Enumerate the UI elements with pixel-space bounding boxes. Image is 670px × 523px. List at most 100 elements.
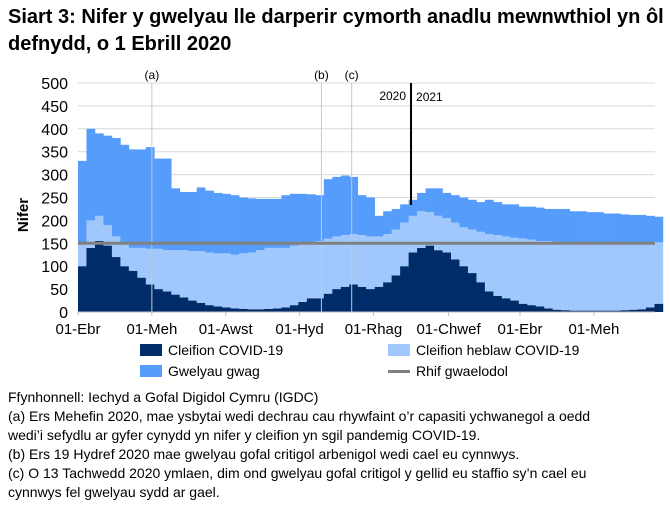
bar-empty <box>256 198 265 251</box>
bar-empty <box>442 192 452 219</box>
bar-covid <box>94 241 104 312</box>
note-c-line2: cynnwys fel gwelyau sydd ar gael. <box>8 484 220 500</box>
bar-empty <box>128 149 138 248</box>
bar-covid <box>603 310 613 312</box>
annotation-label: (a) <box>145 68 160 82</box>
bar-empty <box>213 192 223 254</box>
legend-swatch-covid <box>140 344 162 356</box>
bar-noncovid <box>544 241 554 309</box>
bar-empty <box>510 204 520 238</box>
bar-noncovid <box>78 243 87 267</box>
bar-empty <box>459 197 469 228</box>
bar-covid <box>366 289 375 312</box>
bar-empty <box>645 215 655 244</box>
bar-covid <box>501 298 511 312</box>
bar-empty <box>272 198 282 248</box>
bar-covid <box>128 270 138 312</box>
legend-baseline: Rhif gwaelodol <box>388 363 508 379</box>
y-tick-label: 50 <box>50 282 68 299</box>
bar-covid <box>442 252 452 312</box>
bar-empty <box>374 215 384 237</box>
bar-empty <box>239 197 248 254</box>
y-tick-label: 350 <box>41 145 68 162</box>
bar-noncovid <box>476 231 486 283</box>
bar-covid <box>408 252 418 312</box>
bar-empty <box>103 135 113 225</box>
bar-covid <box>629 309 638 312</box>
bar-empty <box>264 198 274 248</box>
bar-noncovid <box>527 239 537 306</box>
y-tick-label: 150 <box>41 236 68 253</box>
bar-noncovid <box>332 236 342 290</box>
bar-empty <box>298 193 308 245</box>
bar-covid <box>247 309 257 312</box>
bar-empty <box>306 194 316 244</box>
bar-empty <box>501 204 511 237</box>
bar-noncovid <box>629 243 638 310</box>
bar-covid <box>145 284 155 312</box>
bar-empty <box>222 193 231 254</box>
bar-noncovid <box>196 251 206 303</box>
bar-noncovid <box>222 253 231 308</box>
chart-title: Siart 3: Nifer y gwelyau lle darperir cy… <box>8 6 664 55</box>
bar-noncovid <box>450 222 460 260</box>
bar-empty <box>569 211 579 244</box>
bar-covid <box>383 282 392 312</box>
bar-empty <box>315 195 325 242</box>
bar-covid <box>569 310 579 312</box>
bar-empty <box>86 128 96 221</box>
source-note: Ffynhonnell: Iechyd a Gofal Digidol Cymr… <box>8 389 319 405</box>
bar-covid <box>527 305 537 312</box>
bar-noncovid <box>383 234 392 283</box>
year-label-2020: 2020 <box>379 89 406 103</box>
bar-covid <box>154 289 164 312</box>
bar-empty <box>391 208 401 230</box>
bar-empty <box>493 202 503 236</box>
bar-empty <box>518 206 528 239</box>
bar-covid <box>645 307 655 312</box>
bar-noncovid <box>323 238 333 294</box>
footnotes: Ffynhonnell: Iechyd a Gofal Digidol Cymr… <box>8 388 668 502</box>
bar-covid <box>298 301 308 312</box>
bar-covid <box>213 306 223 312</box>
bar-covid <box>188 300 197 312</box>
bar-noncovid <box>145 248 155 285</box>
bar-noncovid <box>205 252 214 306</box>
bar-covid <box>179 297 189 312</box>
bar-noncovid <box>103 224 113 246</box>
bar-covid <box>239 308 248 312</box>
bar-covid <box>459 266 469 312</box>
y-tick-label: 0 <box>59 305 68 322</box>
x-tick-label: 01-Meh <box>568 321 619 338</box>
bar-empty <box>230 195 240 255</box>
bar-noncovid <box>264 247 274 309</box>
bar-covid <box>400 266 409 312</box>
bar-noncovid <box>391 229 401 276</box>
bar-covid <box>349 284 359 312</box>
bar-noncovid <box>281 247 291 308</box>
bar-empty <box>323 179 333 239</box>
bar-noncovid <box>561 243 570 311</box>
bar-covid <box>78 266 87 312</box>
bar-noncovid <box>467 229 477 274</box>
bar-noncovid <box>120 243 130 267</box>
bar-empty <box>383 211 392 235</box>
legend-label-noncovid: Cleifion heblaw COVID-19 <box>416 342 580 358</box>
bar-noncovid <box>595 242 604 311</box>
bar-noncovid <box>94 215 104 242</box>
bar-noncovid <box>612 243 621 311</box>
bar-empty <box>629 214 638 244</box>
bar-covid <box>374 286 384 312</box>
bar-covid <box>654 303 664 312</box>
bar-covid <box>340 286 350 312</box>
bar-empty <box>94 133 104 216</box>
bar-covid <box>111 257 121 312</box>
bar-noncovid <box>357 235 367 287</box>
bar-noncovid <box>569 243 579 311</box>
bar-noncovid <box>603 242 613 311</box>
bar-noncovid <box>374 236 384 287</box>
bar-noncovid <box>154 248 164 290</box>
bar-noncovid <box>442 218 452 253</box>
bar-empty <box>578 211 587 244</box>
bar-noncovid <box>552 242 562 310</box>
